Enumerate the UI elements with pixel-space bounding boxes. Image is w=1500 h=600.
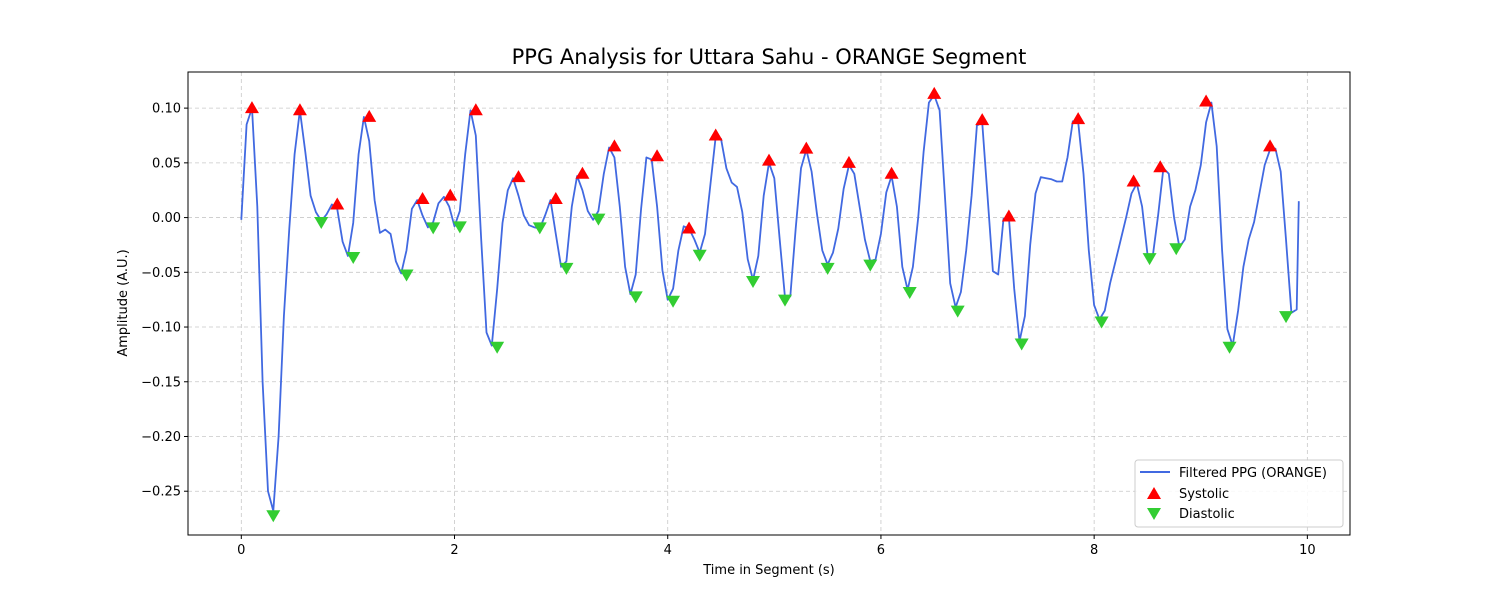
- systolic-marker: [1126, 174, 1141, 187]
- diastolic-marker: [666, 295, 681, 308]
- diastolic-marker: [1222, 341, 1237, 354]
- y-tick-label: 0.05: [152, 156, 181, 171]
- systolic-marker: [650, 149, 665, 162]
- systolic-marker: [443, 188, 458, 201]
- x-axis-label: Time in Segment (s): [702, 563, 834, 578]
- chart-title: PPG Analysis for Uttara Sahu - ORANGE Se…: [512, 45, 1027, 69]
- diastolic-marker: [820, 262, 835, 275]
- y-tick-label: −0.25: [141, 485, 181, 500]
- y-tick-label: −0.10: [141, 321, 181, 336]
- y-tick-label: −0.15: [141, 375, 181, 390]
- y-axis-label: Amplitude (A.U.): [116, 249, 131, 356]
- legend-label-filtered: Filtered PPG (ORANGE): [1179, 466, 1327, 481]
- systolic-marker: [1001, 209, 1016, 222]
- systolic-marker: [1153, 160, 1168, 173]
- systolic-marker: [1071, 112, 1086, 125]
- diastolic-marker: [559, 262, 574, 275]
- diastolic-marker: [746, 276, 761, 289]
- x-tick-label: 6: [877, 543, 885, 558]
- plot-area: [240, 86, 1300, 523]
- diastolic-marker: [591, 213, 606, 226]
- diastolic-marker: [490, 341, 505, 354]
- systolic-marker: [607, 139, 622, 152]
- diastolic-marker: [314, 216, 329, 229]
- systolic-marker: [511, 170, 526, 183]
- diastolic-marker: [266, 510, 281, 523]
- y-tick-label: −0.05: [141, 266, 181, 281]
- diastolic-marker: [692, 249, 707, 262]
- systolic-marker: [708, 128, 723, 141]
- systolic-marker: [762, 153, 776, 166]
- systolic-marker: [1263, 139, 1278, 152]
- legend-label-diastolic: Diastolic: [1179, 507, 1235, 522]
- systolic-marker: [575, 166, 590, 179]
- diastolic-marker: [628, 291, 643, 304]
- systolic-marker: [244, 101, 259, 114]
- systolic-marker: [884, 166, 899, 179]
- diastolic-marker: [1142, 253, 1157, 266]
- diastolic-marker: [399, 269, 414, 282]
- systolic-marker: [468, 103, 483, 116]
- systolic-marker: [927, 86, 942, 99]
- legend-label-systolic: Systolic: [1179, 487, 1229, 502]
- systolic-marker: [330, 197, 345, 210]
- systolic-marker: [415, 191, 430, 204]
- x-tick-label: 8: [1090, 543, 1098, 558]
- systolic-marker: [841, 155, 856, 168]
- y-tick-label: 0.00: [152, 211, 181, 226]
- diastolic-marker: [426, 222, 441, 235]
- x-tick-label: 0: [237, 543, 245, 558]
- legend-diastolic-marker: [1147, 508, 1161, 520]
- x-tick-label: 4: [664, 543, 672, 558]
- diastolic-marker: [452, 221, 467, 234]
- systolic-marker: [362, 109, 377, 122]
- diastolic-marker: [902, 287, 917, 300]
- systolic-marker: [292, 103, 307, 116]
- x-tick-label: 2: [450, 543, 458, 558]
- diastolic-marker: [346, 251, 361, 264]
- diastolic-marker: [777, 294, 792, 307]
- systolic-marker: [1199, 94, 1214, 107]
- diastolic-marker: [1014, 338, 1029, 351]
- axes-ticks: 0 2 4 6 8 10 0.10 0.05 0.00 −0.05 −0.10 −0.15 −0.20 −…: [141, 102, 1315, 558]
- systolic-marker: [548, 191, 563, 204]
- legend-systolic-marker: [1147, 487, 1161, 499]
- diastolic-marker: [1169, 243, 1184, 256]
- diastolic-marker: [1094, 316, 1109, 329]
- x-tick-label: 10: [1299, 543, 1316, 558]
- diastolic-marker: [532, 222, 547, 235]
- systolic-marker: [799, 141, 814, 154]
- y-tick-label: 0.10: [152, 102, 181, 117]
- diastolic-marker: [1279, 311, 1294, 324]
- y-tick-label: −0.20: [141, 430, 181, 445]
- systolic-marker: [975, 113, 990, 126]
- diastolic-marker: [950, 305, 965, 318]
- diastolic-marker: [863, 259, 878, 272]
- legend-box: [1134, 459, 1344, 528]
- legend: Filtered PPG (ORANGE) Systolic Diastolic: [1134, 459, 1344, 528]
- plot-frame: [187, 71, 1351, 536]
- systolic-marker: [682, 221, 697, 234]
